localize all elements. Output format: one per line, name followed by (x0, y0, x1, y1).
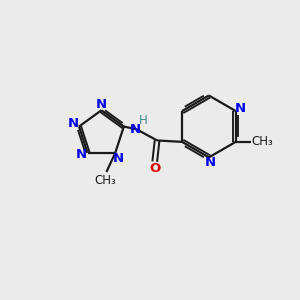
Text: N: N (112, 152, 124, 165)
Text: CH₃: CH₃ (94, 174, 116, 187)
Text: N: N (130, 123, 141, 136)
Text: O: O (149, 163, 160, 176)
Text: N: N (205, 156, 216, 169)
Text: N: N (76, 148, 87, 161)
Text: N: N (68, 117, 79, 130)
Text: N: N (235, 102, 246, 115)
Text: H: H (139, 115, 147, 128)
Text: CH₃: CH₃ (251, 135, 273, 148)
Text: N: N (96, 98, 107, 111)
